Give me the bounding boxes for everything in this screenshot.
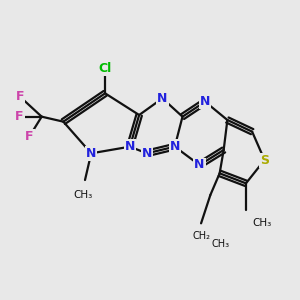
Text: N: N — [125, 140, 135, 153]
Text: N: N — [142, 147, 152, 160]
Text: N: N — [194, 158, 205, 172]
Text: S: S — [260, 154, 269, 166]
Text: N: N — [200, 95, 210, 108]
Text: F: F — [25, 130, 34, 143]
Text: CH₃: CH₃ — [74, 190, 93, 200]
Text: F: F — [15, 110, 24, 123]
Text: N: N — [169, 140, 180, 153]
Text: N: N — [157, 92, 168, 105]
Text: CH₃: CH₃ — [252, 218, 271, 228]
Text: F: F — [16, 90, 24, 103]
Text: CH₂: CH₂ — [192, 231, 210, 241]
Text: Cl: Cl — [98, 62, 112, 75]
Text: N: N — [86, 147, 96, 160]
Text: CH₃: CH₃ — [211, 239, 229, 249]
